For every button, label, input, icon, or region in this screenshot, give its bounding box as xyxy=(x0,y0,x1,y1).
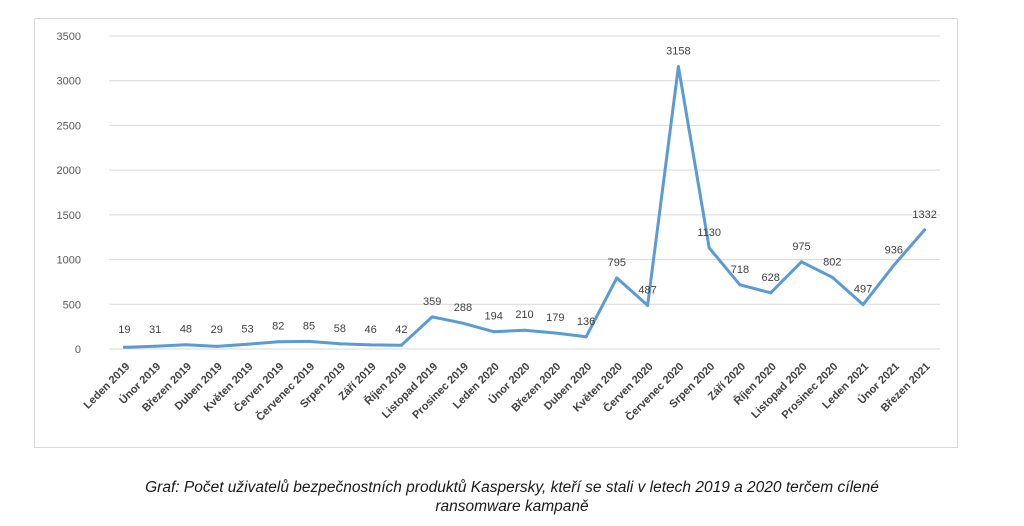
data-point xyxy=(646,303,650,307)
data-point xyxy=(492,330,496,334)
y-tick-label: 2000 xyxy=(57,165,81,177)
data-point xyxy=(184,343,188,347)
data-label: 53 xyxy=(241,323,253,335)
data-label: 194 xyxy=(485,311,503,323)
data-label: 210 xyxy=(515,309,533,321)
data-label: 19 xyxy=(118,324,130,336)
data-label: 31 xyxy=(149,324,161,336)
data-label: 82 xyxy=(272,321,284,333)
y-tick-label: 0 xyxy=(75,344,81,356)
data-point xyxy=(215,344,219,348)
data-label: 718 xyxy=(731,264,749,276)
data-point xyxy=(276,340,280,344)
line-chart: 0 500 1000 1500 2000 2500 3000 3500 19 31 48 29 53 8… xyxy=(57,31,940,424)
data-point xyxy=(676,65,680,69)
data-point xyxy=(800,260,803,264)
data-point xyxy=(615,276,619,280)
data-label: 48 xyxy=(180,324,192,336)
data-point xyxy=(830,275,834,279)
data-label: 975 xyxy=(792,241,810,253)
data-label: 42 xyxy=(395,324,407,336)
y-tick-label: 1500 xyxy=(57,210,81,222)
data-point xyxy=(769,291,773,295)
data-point xyxy=(861,303,865,307)
data-label: 628 xyxy=(762,272,780,284)
data-label: 795 xyxy=(608,257,626,269)
data-label: 1332 xyxy=(912,209,936,221)
data-label: 136 xyxy=(577,316,595,328)
y-axis-ticks: 0 500 1000 1500 2000 2500 3000 3500 xyxy=(57,31,81,356)
data-point xyxy=(153,344,157,348)
data-point xyxy=(461,321,465,325)
y-tick-label: 3500 xyxy=(57,31,81,43)
data-point xyxy=(923,228,927,232)
data-point xyxy=(338,342,342,346)
data-label: 802 xyxy=(823,256,841,268)
data-point xyxy=(430,315,434,319)
data-point xyxy=(246,342,249,346)
data-point xyxy=(738,283,742,287)
data-point xyxy=(399,343,403,347)
caption-line-2: ransomware kampaně xyxy=(435,498,589,515)
figure-caption: Graf: Počet uživatelů bezpečnostních pro… xyxy=(0,478,1024,516)
data-point xyxy=(307,339,311,343)
data-label: 29 xyxy=(211,324,223,336)
data-point xyxy=(584,335,588,339)
data-label: 179 xyxy=(546,312,564,324)
data-point xyxy=(892,263,896,267)
data-label: 487 xyxy=(638,284,656,296)
caption-line-1: Graf: Počet uživatelů bezpečnostních pro… xyxy=(145,479,879,496)
y-tick-label: 1000 xyxy=(57,255,81,267)
series-line-path xyxy=(122,65,927,349)
data-label: 3158 xyxy=(666,46,690,58)
gridlines xyxy=(109,35,940,350)
data-point xyxy=(707,246,711,250)
data-point xyxy=(369,343,373,347)
data-point xyxy=(122,345,126,349)
data-label: 1130 xyxy=(697,227,721,239)
y-tick-label: 3000 xyxy=(57,76,81,88)
data-label: 46 xyxy=(364,324,376,336)
y-tick-label: 2500 xyxy=(57,120,81,132)
data-label: 359 xyxy=(423,296,441,308)
data-point xyxy=(553,331,557,335)
series-line xyxy=(122,65,927,349)
data-label: 497 xyxy=(854,284,872,296)
data-label: 58 xyxy=(334,323,346,335)
chart-frame: 0 500 1000 1500 2000 2500 3000 3500 19 31 48 29 53 8… xyxy=(34,18,958,448)
data-label: 936 xyxy=(885,244,903,256)
y-tick-label: 500 xyxy=(63,299,81,311)
data-labels: 19 31 48 29 53 82 85 58 46 42 359 288 194 210 179 136 79… xyxy=(118,46,937,336)
data-point xyxy=(523,328,526,332)
data-label: 85 xyxy=(303,320,315,332)
data-label: 288 xyxy=(454,302,472,314)
